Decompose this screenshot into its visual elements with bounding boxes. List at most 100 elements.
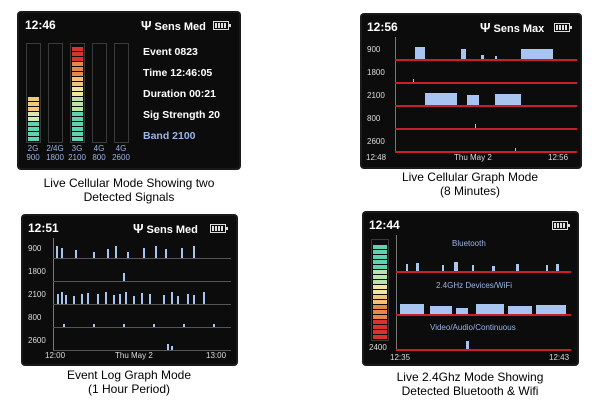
event-spike <box>183 324 185 327</box>
event-spike <box>123 273 125 281</box>
event-spike <box>73 296 75 304</box>
signal-trace <box>508 306 532 314</box>
level-segment <box>28 102 39 106</box>
device-screen: 12:51 Ψ Sens Med 900 1800 2100 800 2600 12:00… <box>23 216 236 364</box>
level-segment <box>72 112 83 116</box>
event-spike <box>177 296 179 304</box>
event-spike <box>56 246 58 258</box>
row-label: 2100 <box>367 91 385 100</box>
band-freq: 2100 <box>68 153 86 162</box>
band-label: 4G 800 <box>88 144 110 162</box>
event-spike <box>163 295 165 304</box>
signal-trace <box>466 341 469 349</box>
signal-trace <box>442 265 444 271</box>
event-spike <box>153 324 155 327</box>
level-segment <box>72 77 83 81</box>
event-spike <box>213 324 215 327</box>
battery-icon <box>210 224 228 233</box>
signal-trace <box>536 305 566 314</box>
caption-line: Detected Signals <box>83 190 175 204</box>
caption-line: (8 Minutes) <box>439 184 501 198</box>
x-date-label: Thu May 2 <box>115 351 153 360</box>
event-spike <box>65 295 67 304</box>
level-segment <box>373 335 387 339</box>
baseline <box>53 327 231 328</box>
level-segment <box>373 260 387 264</box>
signal-trace <box>454 262 458 271</box>
device-screen: 12:56 Ψ Sens Max 900 1800 2100 800 2600 12:48… <box>362 15 580 167</box>
signal-strength: Sig Strength 20 <box>143 109 221 121</box>
signal-trace <box>456 308 468 314</box>
row-label: 800 <box>367 114 381 123</box>
level-segment <box>72 97 83 101</box>
x-start-label: 12:00 <box>45 351 66 360</box>
event-spike <box>181 248 183 258</box>
band-freq: 1800 <box>46 153 64 162</box>
signal-trace <box>546 265 548 271</box>
level-segment <box>373 295 387 299</box>
event-spike <box>127 252 129 258</box>
signal-trace <box>416 263 419 271</box>
event-spike <box>81 294 83 304</box>
signal-trace <box>467 95 479 105</box>
caption: Live Cellular Graph Mode (8 Minutes) <box>340 170 600 198</box>
caption: Live 2.4Ghz Mode Showing Detected Blueto… <box>340 370 600 398</box>
antenna-icon: Ψ <box>133 221 144 236</box>
baseline <box>396 314 571 316</box>
x-end-label: 13:00 <box>206 351 227 360</box>
clock-time: 12:51 <box>28 221 59 235</box>
event-spike <box>115 246 117 258</box>
event-spike <box>167 344 169 350</box>
event-time: Time 12:46:05 <box>143 67 213 79</box>
device-screen: 12:44 Bluetooth 2.4GHz Devices/WiFi Vide… <box>364 213 577 364</box>
baseline <box>396 271 571 273</box>
signal-trace <box>400 304 424 314</box>
band-meter <box>26 43 41 143</box>
level-segment <box>373 270 387 274</box>
level-segment <box>373 280 387 284</box>
signal-trace <box>415 47 425 59</box>
event-spike <box>171 346 173 350</box>
event-spike <box>97 294 99 304</box>
signal-trace <box>476 304 504 314</box>
y-band-label: 2400 <box>369 343 387 352</box>
caption-line: Live Cellular Mode Showing two <box>43 176 215 190</box>
event-spike <box>93 252 95 258</box>
band-type: 3G <box>71 144 83 153</box>
event-duration: Duration 00:21 <box>143 88 216 100</box>
baseline <box>395 82 577 84</box>
event-spike <box>171 292 173 304</box>
signal-trace <box>472 265 474 271</box>
event-spike <box>61 292 63 304</box>
level-segment <box>72 132 83 136</box>
event-spike <box>165 249 167 258</box>
caption-line: Detected Bluetooth & Wifi <box>401 384 539 398</box>
level-segment <box>373 265 387 269</box>
caption: Event Log Graph Mode (1 Hour Period) <box>0 368 258 396</box>
level-segment <box>28 122 39 126</box>
event-spike <box>193 246 195 258</box>
level-segment <box>72 82 83 86</box>
graph-axis <box>396 235 397 351</box>
event-spike <box>93 324 95 327</box>
event-spike <box>61 248 63 258</box>
level-segment <box>72 72 83 76</box>
signal-trace <box>481 55 484 59</box>
level-segment <box>28 132 39 136</box>
level-segment <box>373 315 387 319</box>
event-spike <box>149 294 151 304</box>
battery-icon <box>213 21 231 30</box>
event-spike <box>107 249 109 258</box>
baseline <box>395 59 577 61</box>
baseline <box>395 128 577 130</box>
level-segment <box>373 320 387 324</box>
battery-icon <box>552 221 570 230</box>
level-segment <box>72 117 83 121</box>
baseline <box>396 349 571 351</box>
signal-trace <box>413 79 414 82</box>
level-segment <box>28 97 39 101</box>
band-label: 3G 2100 <box>66 144 88 162</box>
event-spike <box>141 293 143 304</box>
level-segment <box>72 127 83 131</box>
baseline <box>53 350 231 351</box>
